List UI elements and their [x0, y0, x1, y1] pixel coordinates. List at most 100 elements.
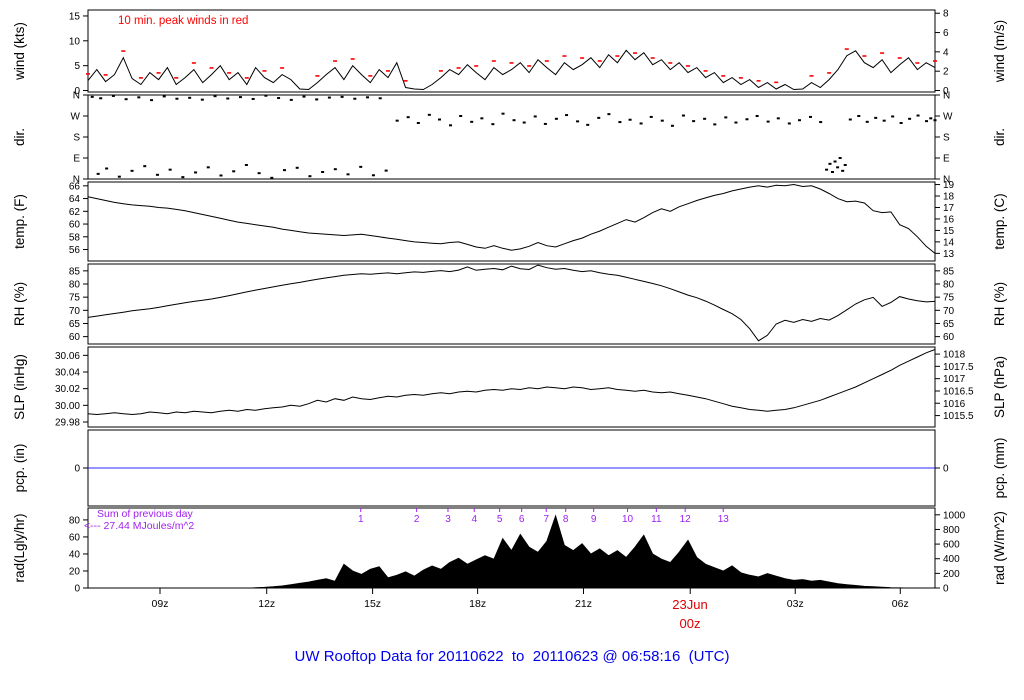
- svg-text:80: 80: [943, 280, 955, 291]
- svg-text:0: 0: [74, 584, 80, 595]
- svg-text:62: 62: [69, 207, 81, 218]
- rad-axis-label-right: rad (W/m^2): [992, 511, 1007, 585]
- svg-text:E: E: [943, 154, 950, 165]
- svg-text:S: S: [73, 133, 80, 144]
- svg-text:2: 2: [414, 514, 420, 525]
- svg-text:9: 9: [591, 514, 597, 525]
- rad-y-ticks-right: 1000 800 600 400 200 0: [935, 510, 966, 595]
- svg-text:0: 0: [74, 86, 80, 97]
- svg-text:E: E: [73, 154, 80, 165]
- svg-text:60: 60: [943, 332, 955, 343]
- svg-text:70: 70: [69, 306, 81, 317]
- rh-axis-label-left: RH (%): [12, 282, 27, 326]
- date-label-day: 23Jun: [672, 597, 708, 612]
- svg-text:12z: 12z: [258, 598, 275, 610]
- pcp-axis-label-left: pcp. (in): [12, 444, 27, 493]
- svg-text:80: 80: [69, 515, 81, 526]
- svg-text:60: 60: [69, 332, 81, 343]
- rh-y-ticks-left: 85 80 75 70 65 60: [69, 266, 88, 343]
- panel-wind: 15 10 5 0 8 6 4 2 0 wind (kts) wind (m/s): [12, 9, 1007, 97]
- svg-text:4: 4: [943, 47, 949, 58]
- svg-text:0: 0: [943, 86, 949, 97]
- svg-text:80: 80: [69, 280, 81, 291]
- svg-text:1: 1: [358, 514, 364, 525]
- svg-text:1018: 1018: [943, 350, 966, 361]
- svg-text:13: 13: [718, 514, 730, 525]
- x-axis-ticks: 09z 12z 15z 18z 21z 03z 06z: [152, 588, 909, 610]
- svg-text:15: 15: [69, 11, 81, 22]
- svg-text:21z: 21z: [575, 598, 592, 610]
- pcp-y-ticks-left: 0: [74, 464, 88, 475]
- svg-text:65: 65: [69, 319, 81, 330]
- svg-text:30.06: 30.06: [55, 351, 80, 362]
- svg-text:85: 85: [69, 266, 81, 277]
- panel-rh: 85 80 75 70 65 60 85 80 75 70 65 60 RH (%) RH (%): [12, 263, 1007, 345]
- date-label-hour: 00z: [679, 615, 701, 631]
- wind-axis-label-right: wind (m/s): [992, 20, 1007, 83]
- rad-area-series: [88, 514, 935, 589]
- svg-text:11: 11: [651, 514, 662, 525]
- svg-text:0: 0: [74, 464, 80, 475]
- svg-text:W: W: [71, 112, 81, 123]
- svg-text:S: S: [943, 133, 950, 144]
- svg-text:5: 5: [74, 61, 80, 72]
- svg-text:600: 600: [943, 540, 960, 551]
- temp-axis-label-right: temp. (C): [992, 193, 1007, 249]
- slp-axis-label-left: SLP (inHg): [12, 354, 27, 420]
- svg-text:N: N: [73, 175, 80, 186]
- svg-text:65: 65: [943, 319, 955, 330]
- svg-text:5: 5: [497, 514, 503, 525]
- rh-y-ticks-right: 85 80 75 70 65 60: [935, 266, 955, 343]
- dir-axis-label-left: dir.: [12, 128, 27, 146]
- rad-y-ticks-left: 80 60 40 20 0: [69, 515, 88, 595]
- svg-text:09z: 09z: [152, 598, 169, 610]
- svg-text:200: 200: [943, 569, 960, 580]
- svg-text:29.98: 29.98: [55, 418, 80, 429]
- svg-text:20: 20: [69, 566, 81, 577]
- rad-sum-note-line1: Sum of previous day: [97, 508, 193, 520]
- svg-text:85: 85: [943, 266, 955, 277]
- pcp-axis-label-right: pcp. (mm): [992, 438, 1007, 499]
- svg-text:58: 58: [69, 232, 81, 243]
- svg-text:60: 60: [69, 532, 81, 543]
- svg-text:70: 70: [943, 306, 955, 317]
- svg-text:56: 56: [69, 245, 81, 256]
- rad-sum-note-line2: <--- 27.44 MJoules/m^2: [84, 520, 195, 532]
- wind-y-ticks-left: 15 10 5 0: [69, 11, 88, 97]
- svg-text:75: 75: [69, 293, 81, 304]
- svg-text:15: 15: [943, 226, 955, 237]
- panel-pcp: 0 0 pcp. (in) pcp. (mm): [12, 429, 1007, 507]
- svg-text:1015.5: 1015.5: [943, 411, 974, 422]
- svg-text:N: N: [73, 91, 80, 102]
- rad-axis-label-left: rad(Lgly/hr): [12, 513, 27, 582]
- svg-text:30.00: 30.00: [55, 401, 80, 412]
- svg-text:12: 12: [680, 514, 692, 525]
- slp-axis-label-right: SLP (hPa): [992, 356, 1007, 418]
- svg-text:7: 7: [543, 514, 549, 525]
- slp-y-ticks-left: 30.06 30.04 30.02 30.00 29.98: [55, 351, 88, 429]
- svg-text:17: 17: [943, 203, 955, 214]
- svg-text:6: 6: [519, 514, 525, 525]
- svg-text:60: 60: [69, 220, 81, 231]
- panel-slp: 30.0630.0430.0230.0029.9810181017.510171…: [12, 346, 1007, 429]
- svg-text:0: 0: [943, 464, 949, 475]
- svg-text:66: 66: [69, 181, 81, 192]
- svg-text:06z: 06z: [892, 598, 909, 610]
- svg-text:18: 18: [943, 192, 955, 203]
- svg-text:10: 10: [69, 36, 81, 47]
- svg-text:2: 2: [943, 67, 949, 78]
- temp-line-series: [87, 183, 936, 254]
- svg-text:8: 8: [943, 9, 949, 20]
- chart-title: UW Rooftop Data for 20110622 to 20110623…: [294, 648, 730, 665]
- rad-milestone-marks: 1 2 3 4 5 6 7 8 9 10 11 12 13: [358, 508, 729, 525]
- svg-text:1000: 1000: [943, 510, 966, 521]
- svg-text:40: 40: [69, 549, 81, 560]
- svg-text:1017: 1017: [943, 374, 966, 385]
- wind-axis-label-left: wind (kts): [12, 22, 27, 81]
